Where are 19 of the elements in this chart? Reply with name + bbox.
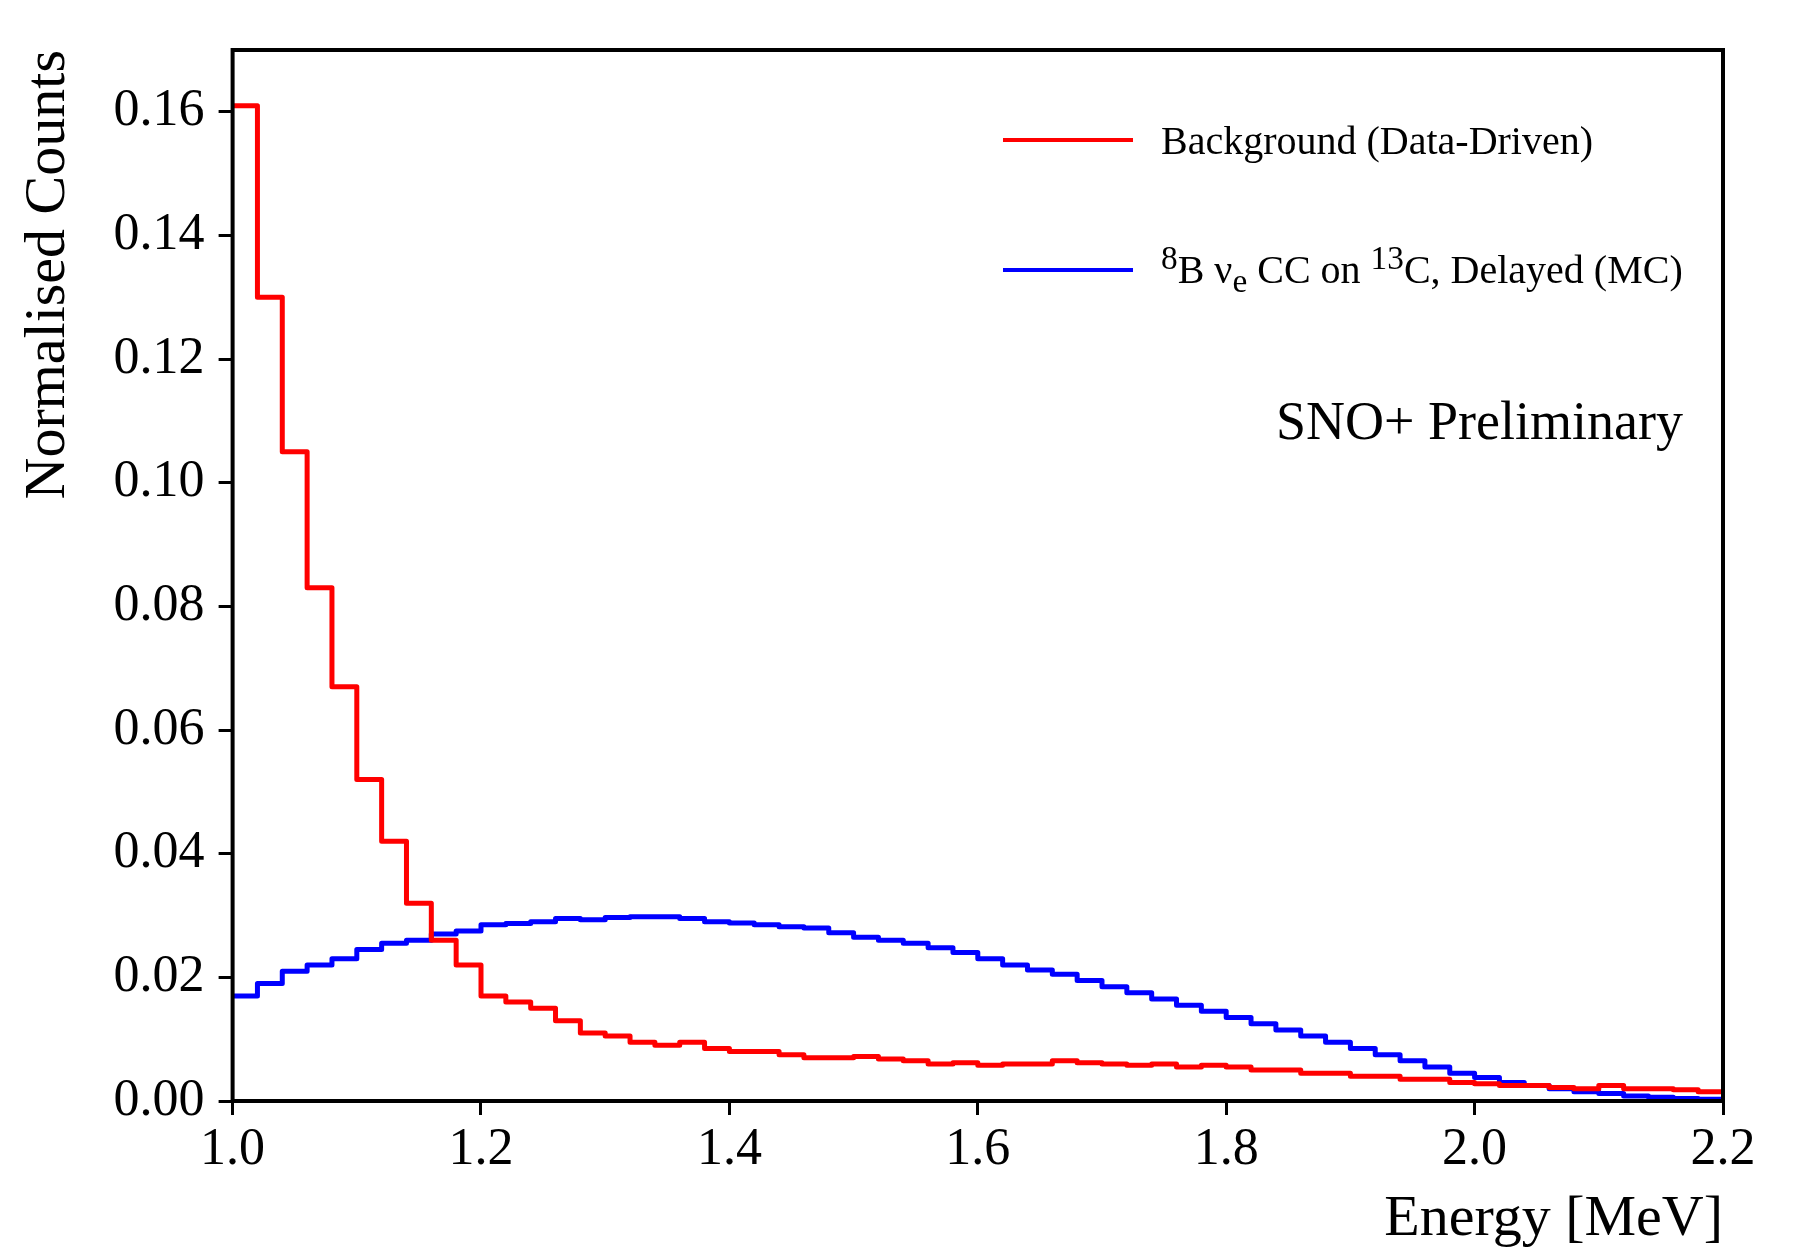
y-tick-label: 0.16 <box>113 79 205 137</box>
y-tick-label: 0.10 <box>113 450 205 508</box>
x-axis-title: Energy [MeV] <box>1384 1183 1723 1249</box>
y-tick-label: 0.12 <box>113 326 205 384</box>
annotation: SNO+ Preliminary <box>1276 390 1683 452</box>
y-axis-title: Normalised Counts <box>12 50 78 500</box>
y-tick-label: 0.06 <box>113 697 205 755</box>
x-tick-label: 2.2 <box>1690 1117 1756 1175</box>
x-tick-label: 1.2 <box>448 1117 514 1175</box>
y-tick-label: 0.08 <box>113 574 205 632</box>
x-tick-label: 1.4 <box>696 1117 762 1175</box>
y-tick-label: 0.02 <box>113 945 205 1003</box>
legend-label: Background (Data-Driven) <box>1161 116 1594 164</box>
y-tick-label: 0.14 <box>113 203 205 261</box>
x-tick-label: 1.8 <box>1193 1117 1259 1175</box>
x-tick-label: 1.6 <box>945 1117 1011 1175</box>
legend-label: $^{8}$B ν$_{e}$ CC on $^{13}$C, Delayed (MC) <box>1161 239 1683 301</box>
x-tick-label: 2.0 <box>1442 1117 1508 1175</box>
y-tick-label: 0.04 <box>113 821 205 879</box>
